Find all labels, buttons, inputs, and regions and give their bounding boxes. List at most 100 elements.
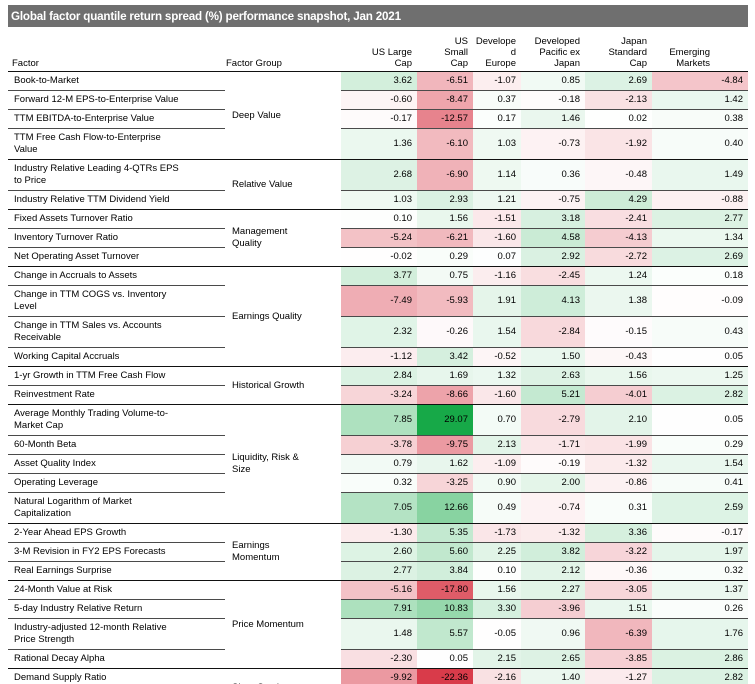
factor-name: Forward 12-M EPS-to-Enterprise Value bbox=[8, 90, 225, 110]
heat-cell: -0.36 bbox=[585, 561, 652, 581]
heat-cell: -0.86 bbox=[585, 473, 652, 493]
heat-cell: 0.32 bbox=[341, 473, 417, 493]
heat-cell: -1.71 bbox=[521, 435, 585, 455]
factor-row: Change in Accruals to Assets Earnings Qua… bbox=[8, 266, 748, 367]
heat-cell: 2.84 bbox=[341, 366, 417, 386]
heat-cell: 10.83 bbox=[417, 599, 473, 619]
heat-cell: -1.60 bbox=[473, 228, 521, 248]
heat-cell: 2.27 bbox=[521, 580, 585, 600]
heat-cell: 2.60 bbox=[341, 542, 417, 562]
factor-row: Working Capital Accruals -1.12 3.42 -0.52 1.… bbox=[8, 347, 748, 367]
factor-name: Fixed Assets Turnover Ratio bbox=[8, 209, 225, 229]
factor-name: Industry-adjusted 12-month Relative Pric… bbox=[8, 618, 225, 650]
heat-cell: -2.45 bbox=[521, 266, 585, 286]
factor-row: Rational Decay Alpha -2.30 0.05 2.15 2.65 -3.… bbox=[8, 649, 748, 669]
heat-cell: 1.54 bbox=[473, 316, 521, 348]
heat-cell: -6.90 bbox=[417, 159, 473, 191]
heat-cell: 2.69 bbox=[652, 247, 748, 267]
heat-cell: 0.70 bbox=[473, 404, 521, 436]
heat-cell: -3.25 bbox=[417, 473, 473, 493]
factor-row: Real Earnings Surprise 2.77 3.84 0.10 2.12 -0… bbox=[8, 561, 748, 581]
factor-name: Asset Quality Index bbox=[8, 454, 225, 474]
factor-row: Industry Relative TTM Dividend Yield 1.03… bbox=[8, 190, 748, 210]
factor-group-name: Deep Value bbox=[225, 71, 341, 160]
heat-cell: 2.32 bbox=[341, 316, 417, 348]
heat-cell: -1.92 bbox=[585, 128, 652, 160]
factor-row: Natural Logarithm of Market Capitalizati… bbox=[8, 492, 748, 524]
heat-cell: 1.14 bbox=[473, 159, 521, 191]
heat-cell: 2.63 bbox=[521, 366, 585, 386]
factor-name: Rational Decay Alpha bbox=[8, 649, 225, 669]
heat-cell: 0.40 bbox=[652, 128, 748, 160]
heat-cell: 1.48 bbox=[341, 618, 417, 650]
column-header-us-small-cap: US Small Cap bbox=[417, 33, 473, 72]
heat-cell: -1.09 bbox=[473, 454, 521, 474]
factor-group-name: Relative Value bbox=[225, 159, 341, 210]
heat-cell: 1.32 bbox=[473, 366, 521, 386]
heat-cell: -3.96 bbox=[521, 599, 585, 619]
heat-cell: -17.80 bbox=[417, 580, 473, 600]
heat-cell: 2.15 bbox=[473, 649, 521, 669]
heat-cell: -2.13 bbox=[585, 90, 652, 110]
factor-name: Book-to-Market bbox=[8, 71, 225, 91]
heat-cell: 1.62 bbox=[417, 454, 473, 474]
heat-cell: -1.32 bbox=[585, 454, 652, 474]
heat-cell: -1.07 bbox=[473, 71, 521, 91]
heat-cell: -0.75 bbox=[521, 190, 585, 210]
heat-cell: 1.56 bbox=[417, 209, 473, 229]
factor-row: TTM Free Cash Flow-to-Enterprise Value 1.… bbox=[8, 128, 748, 160]
heat-cell: -0.17 bbox=[341, 109, 417, 129]
heat-cell: 0.75 bbox=[417, 266, 473, 286]
factor-row: 5-day Industry Relative Return 7.91 10.83 3… bbox=[8, 599, 748, 619]
factor-name: 5-day Industry Relative Return bbox=[8, 599, 225, 619]
factor-name: TTM EBITDA-to-Enterprise Value bbox=[8, 109, 225, 129]
heat-cell: 0.17 bbox=[473, 109, 521, 129]
heat-cell: 4.13 bbox=[521, 285, 585, 317]
header-row: Factor Factor Group US Large Cap US Smal… bbox=[8, 33, 748, 72]
heat-cell: 0.26 bbox=[652, 599, 748, 619]
heat-cell: -2.16 bbox=[473, 668, 521, 684]
factor-name: 1-yr Growth in TTM Free Cash Flow bbox=[8, 366, 225, 386]
factor-row: Reinvestment Rate -3.24 -8.66 -1.60 5.21 -4.0… bbox=[8, 385, 748, 405]
factor-row: 2-Year Ahead EPS Growth Earnings Momentum… bbox=[8, 523, 748, 581]
heat-cell: 0.96 bbox=[521, 618, 585, 650]
heat-cell: 0.41 bbox=[652, 473, 748, 493]
factor-row: Change in TTM Sales vs. Accounts Receiva… bbox=[8, 316, 748, 348]
heat-cell: 5.57 bbox=[417, 618, 473, 650]
factor-group-name: Earnings Momentum bbox=[225, 523, 341, 581]
heat-cell: 0.29 bbox=[417, 247, 473, 267]
heat-cell: -6.39 bbox=[585, 618, 652, 650]
factor-row: Inventory Turnover Ratio -5.24 -6.21 -1.60 4… bbox=[8, 228, 748, 248]
heat-cell: -2.41 bbox=[585, 209, 652, 229]
heat-cell: 0.31 bbox=[585, 492, 652, 524]
heat-cell: -2.84 bbox=[521, 316, 585, 348]
factor-name: Natural Logarithm of Market Capitalizati… bbox=[8, 492, 225, 524]
heat-cell: 2.92 bbox=[521, 247, 585, 267]
heat-cell: 7.91 bbox=[341, 599, 417, 619]
heat-cell: 2.25 bbox=[473, 542, 521, 562]
heat-cell: 2.65 bbox=[521, 649, 585, 669]
factor-name: Working Capital Accruals bbox=[8, 347, 225, 367]
heat-cell: -3.05 bbox=[585, 580, 652, 600]
heat-cell: 0.18 bbox=[652, 266, 748, 286]
heat-cell: 2.86 bbox=[652, 649, 748, 669]
factor-name: Operating Leverage bbox=[8, 473, 225, 493]
heat-cell: -2.79 bbox=[521, 404, 585, 436]
heat-cell: -9.75 bbox=[417, 435, 473, 455]
heat-cell: -8.47 bbox=[417, 90, 473, 110]
heat-cell: -0.52 bbox=[473, 347, 521, 367]
heat-cell: 3.84 bbox=[417, 561, 473, 581]
heat-cell: -0.73 bbox=[521, 128, 585, 160]
factor-name: Industry Relative Leading 4-QTRs EPS to … bbox=[8, 159, 225, 191]
heat-cell: -1.12 bbox=[341, 347, 417, 367]
table-body: Book-to-Market Deep Value 3.62 -6.51 -1.07 0.… bbox=[8, 71, 748, 684]
heat-cell: -1.73 bbox=[473, 523, 521, 543]
heat-cell: 2.00 bbox=[521, 473, 585, 493]
factor-row: 3-M Revision in FY2 EPS Forecasts 2.60 5.6… bbox=[8, 542, 748, 562]
heat-cell: 2.82 bbox=[652, 668, 748, 684]
heat-cell: 1.76 bbox=[652, 618, 748, 650]
factor-row: Operating Leverage 0.32 -3.25 0.90 2.00 -0.86… bbox=[8, 473, 748, 493]
heat-cell: 0.38 bbox=[652, 109, 748, 129]
factor-name: Net Operating Asset Turnover bbox=[8, 247, 225, 267]
heat-cell: -5.16 bbox=[341, 580, 417, 600]
